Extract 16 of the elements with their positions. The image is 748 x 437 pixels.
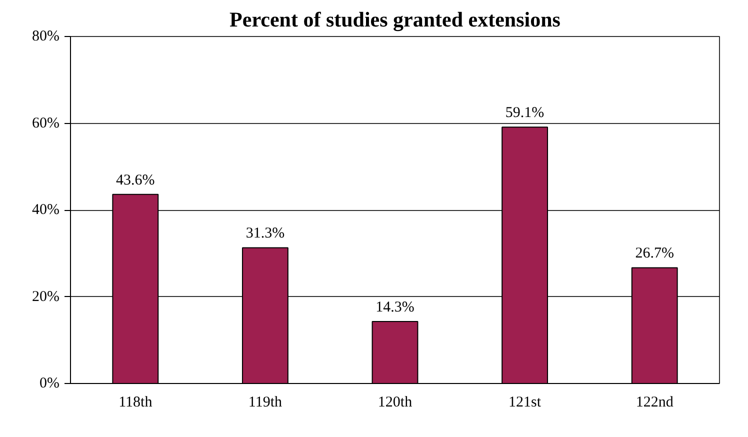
y-tick-label: 40% xyxy=(32,202,60,218)
x-tick-label: 122nd xyxy=(636,394,674,410)
x-tick-label: 121st xyxy=(508,394,542,410)
data-label: 31.3% xyxy=(246,226,285,242)
data-label: 14.3% xyxy=(376,299,414,316)
x-tick-label: 118th xyxy=(118,394,153,410)
x-tick-label: 119th xyxy=(248,394,283,410)
data-label: 43.6% xyxy=(116,172,155,188)
chart-title: Percent of studies granted extensions xyxy=(230,8,560,32)
data-label: 26.7% xyxy=(635,246,674,262)
y-tick-label: 0% xyxy=(40,376,60,392)
data-label: 59.1% xyxy=(505,105,544,122)
x-tick-label: 120th xyxy=(378,394,413,410)
y-tick-label: 80% xyxy=(32,28,60,44)
y-tick-label: 60% xyxy=(32,115,60,132)
y-tick-label: 20% xyxy=(32,288,60,305)
